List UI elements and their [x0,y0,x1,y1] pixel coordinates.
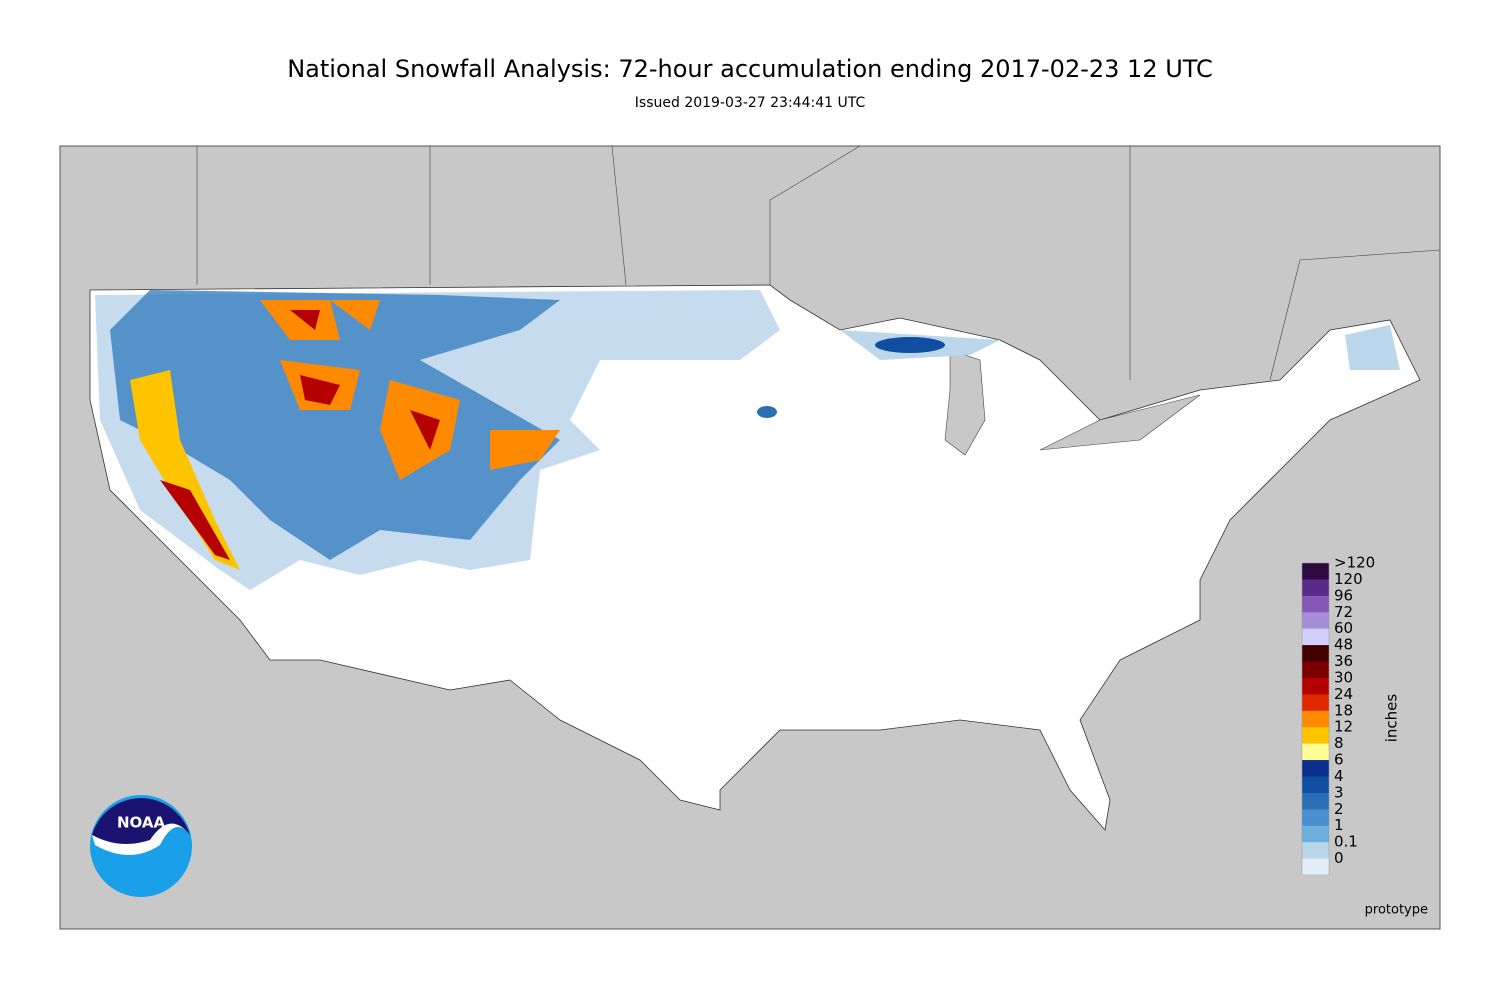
legend-swatch [1302,563,1329,580]
legend-swatch [1302,743,1329,761]
legend-label: 12 [1334,718,1353,736]
legend-swatch [1302,595,1329,613]
legend-label: 48 [1334,636,1353,654]
legend-label: 4 [1334,767,1344,785]
footer-note: prototype [1365,903,1428,918]
legend-swatch [1302,792,1329,810]
logo-gull [92,823,190,855]
legend-label: 0 [1334,849,1344,867]
legend-swatch [1302,727,1329,745]
legend-label: 96 [1334,586,1353,604]
logo-text: NOAA [117,814,166,832]
legend-label: 18 [1334,701,1353,719]
noaa-logo: NOAA [90,795,192,897]
snow-shading [95,290,1400,590]
legend-swatch [1302,858,1329,876]
legend: inches >1201209672604836302418128643210.… [1301,554,1401,876]
legend-swatch [1302,760,1329,777]
legend-swatch [1302,579,1329,597]
legend-label: 24 [1334,685,1353,703]
legend-swatch [1302,677,1329,695]
legend-label: 120 [1334,570,1363,588]
legend-label: 30 [1334,668,1353,686]
legend-label: 8 [1334,734,1344,752]
great-lakes [944,349,1201,456]
legend-label: 60 [1334,619,1353,637]
legend-border [1301,562,1330,876]
borders [196,145,1441,381]
legend-swatch [1302,612,1329,630]
legend-swatch [1302,661,1329,679]
subtitle: Issued 2019-03-27 23:44:41 UTC [635,95,866,111]
legend-swatch [1302,776,1329,794]
legend-label: >120 [1334,554,1375,572]
legend-label: 3 [1334,783,1344,801]
legend-label: 0.1 [1334,833,1358,851]
legend-swatch [1302,842,1329,860]
legend-label: 36 [1334,652,1353,670]
logo-top [92,798,190,844]
legend-swatch [1302,645,1329,663]
legend-label: 6 [1334,751,1344,769]
title: National Snowfall Analysis: 72-hour accu… [287,55,1213,83]
legend-swatch [1302,628,1329,646]
legend-swatch [1302,825,1329,843]
legend-swatch [1302,694,1329,712]
legend-label: 2 [1334,800,1344,818]
legend-swatch [1302,809,1329,827]
map [59,145,1441,930]
legend-unit: inches [1383,694,1401,743]
legend-label: 72 [1334,603,1353,621]
legend-label: 1 [1334,816,1344,834]
legend-swatch [1302,710,1329,728]
